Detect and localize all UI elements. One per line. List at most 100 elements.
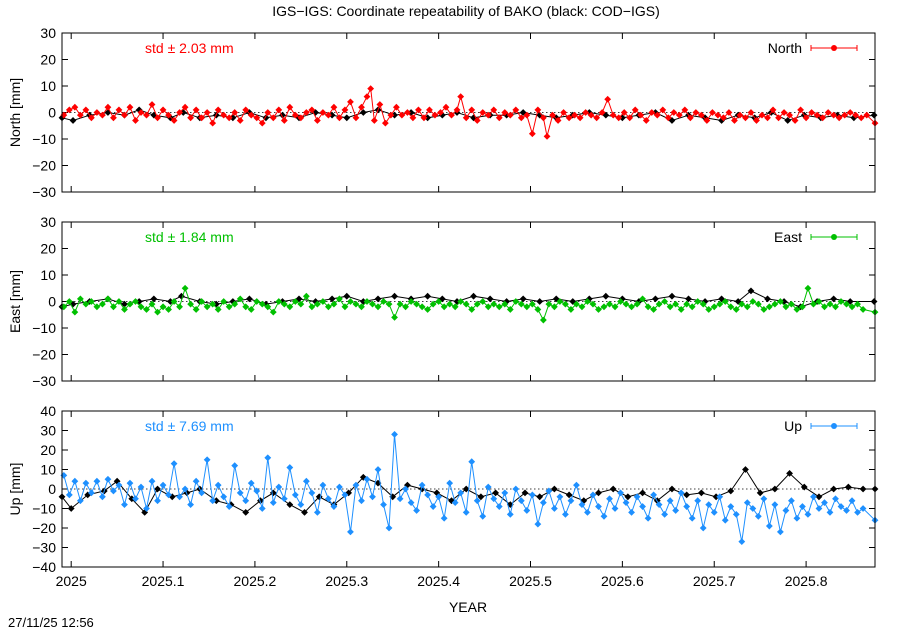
xtick-label: 2025.4 bbox=[417, 573, 460, 589]
up-data-point bbox=[832, 495, 839, 503]
east-data-point bbox=[727, 303, 735, 311]
up-data-point bbox=[457, 489, 465, 497]
north-data-point bbox=[87, 114, 95, 122]
up-legend-label: Up bbox=[784, 418, 802, 434]
up-data-point bbox=[302, 477, 310, 485]
east-data-point bbox=[578, 303, 586, 311]
up-data-point bbox=[765, 522, 773, 530]
north-data-point bbox=[192, 106, 200, 114]
north-data-point bbox=[154, 114, 161, 122]
north-data-point bbox=[846, 109, 854, 116]
north-data-point bbox=[69, 117, 77, 124]
up-ytick-label: 20 bbox=[40, 442, 56, 458]
east-data-point bbox=[780, 298, 788, 305]
north-data-point bbox=[852, 111, 860, 119]
north-data-point bbox=[753, 117, 760, 124]
up-data-point bbox=[578, 501, 586, 508]
north-data-point bbox=[409, 114, 417, 122]
east-data-point bbox=[534, 306, 542, 313]
up-data-point bbox=[212, 497, 220, 505]
up-data-point bbox=[336, 483, 343, 491]
east-y-axis-label: East [mm] bbox=[7, 270, 23, 333]
east-data-point bbox=[732, 306, 740, 313]
north-data-point bbox=[593, 114, 601, 122]
north-data-point bbox=[501, 109, 509, 116]
north-data-point bbox=[442, 103, 450, 111]
east-data-point bbox=[826, 300, 834, 308]
east-data-point bbox=[519, 295, 527, 303]
up-data-point bbox=[622, 499, 630, 507]
up-data-point bbox=[418, 481, 426, 489]
up-data-point bbox=[859, 485, 867, 493]
up-data-point bbox=[666, 497, 674, 505]
up-y-axis-label: Up [mm] bbox=[7, 463, 23, 516]
up-data-point bbox=[170, 460, 178, 468]
east-data-point bbox=[358, 303, 365, 311]
up-data-point bbox=[492, 489, 499, 497]
north-data-point bbox=[642, 117, 650, 124]
east-data-point bbox=[512, 298, 520, 305]
up-data-point bbox=[573, 481, 580, 489]
east-data-point bbox=[793, 306, 801, 313]
east-data-point bbox=[313, 300, 321, 308]
east-ytick-label: 20 bbox=[40, 241, 56, 257]
east-data-point bbox=[363, 298, 371, 305]
north-data-point bbox=[620, 109, 628, 116]
up-ytick-label: 0 bbox=[48, 481, 56, 497]
east-data-point bbox=[407, 298, 415, 305]
up-data-point bbox=[82, 479, 90, 487]
east-data-point bbox=[181, 284, 189, 292]
north-ytick-label: 20 bbox=[40, 52, 56, 68]
east-data-point bbox=[170, 298, 178, 305]
north-data-point bbox=[209, 119, 217, 127]
north-data-point bbox=[358, 103, 365, 111]
up-data-point bbox=[477, 493, 485, 501]
up-data-point bbox=[192, 477, 200, 485]
east-data-point bbox=[413, 300, 420, 308]
up-data-point bbox=[301, 509, 308, 516]
north-data-point bbox=[328, 111, 336, 119]
east-data-point bbox=[110, 303, 117, 311]
up-data-point bbox=[132, 495, 139, 503]
east-data-point bbox=[743, 303, 751, 311]
xtick-label: 2025.2 bbox=[234, 573, 277, 589]
up-data-point bbox=[756, 489, 764, 497]
up-data-point bbox=[826, 509, 834, 516]
up-data-point bbox=[341, 491, 349, 499]
east-data-point bbox=[302, 292, 310, 300]
north-ytick-label: −10 bbox=[32, 131, 56, 147]
east-data-point bbox=[705, 306, 713, 313]
up-plot-frame bbox=[61, 410, 876, 568]
east-data-point bbox=[652, 295, 659, 303]
east-data-point bbox=[319, 298, 327, 305]
up-data-point bbox=[837, 503, 845, 510]
east-data-point bbox=[435, 298, 443, 305]
east-data-point bbox=[150, 295, 158, 303]
north-data-point bbox=[167, 114, 174, 122]
up-data-point bbox=[639, 489, 646, 497]
east-data-point bbox=[330, 300, 338, 308]
up-data-point bbox=[539, 499, 547, 507]
east-data-point bbox=[343, 292, 351, 300]
east-data-point bbox=[701, 298, 709, 305]
up-data-point bbox=[567, 497, 575, 505]
east-data-point bbox=[203, 303, 211, 311]
east-data-point bbox=[815, 298, 823, 305]
north-data-point bbox=[802, 114, 810, 122]
up-data-point bbox=[782, 507, 790, 514]
up-data-point bbox=[154, 497, 161, 505]
east-data-point bbox=[688, 303, 696, 311]
east-ytick-label: 10 bbox=[40, 267, 56, 283]
up-data-point bbox=[854, 509, 861, 516]
north-data-point bbox=[758, 111, 766, 119]
north-data-point bbox=[159, 106, 167, 114]
north-data-point bbox=[576, 114, 584, 122]
north-data-point bbox=[115, 106, 123, 114]
up-data-point bbox=[110, 487, 117, 495]
east-data-point bbox=[738, 300, 746, 308]
up-data-point bbox=[297, 501, 305, 508]
east-data-point bbox=[683, 300, 691, 308]
north-data-point bbox=[143, 111, 150, 119]
up-data-point bbox=[644, 514, 652, 522]
east-data-point bbox=[457, 298, 465, 305]
